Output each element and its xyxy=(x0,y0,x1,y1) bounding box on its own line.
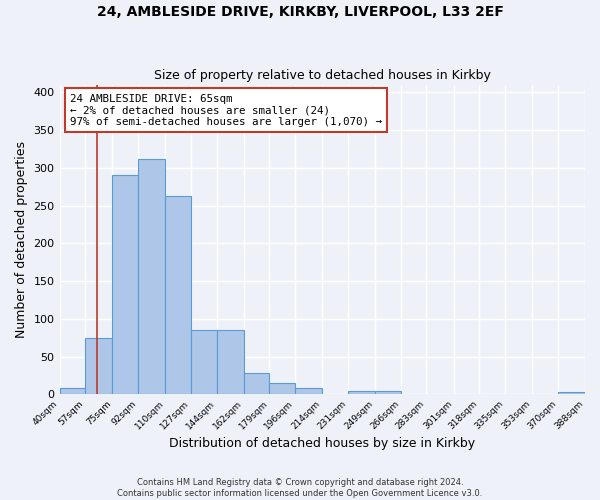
Bar xyxy=(558,392,585,394)
Text: 24, AMBLESIDE DRIVE, KIRKBY, LIVERPOOL, L33 2EF: 24, AMBLESIDE DRIVE, KIRKBY, LIVERPOOL, … xyxy=(97,5,503,19)
Bar xyxy=(165,196,191,394)
Bar xyxy=(244,374,269,394)
Bar xyxy=(348,390,375,394)
Bar xyxy=(375,390,401,394)
Bar xyxy=(138,160,165,394)
Text: Contains HM Land Registry data © Crown copyright and database right 2024.
Contai: Contains HM Land Registry data © Crown c… xyxy=(118,478,482,498)
Bar xyxy=(191,330,217,394)
Bar xyxy=(59,388,85,394)
X-axis label: Distribution of detached houses by size in Kirkby: Distribution of detached houses by size … xyxy=(169,437,475,450)
Text: 24 AMBLESIDE DRIVE: 65sqm
← 2% of detached houses are smaller (24)
97% of semi-d: 24 AMBLESIDE DRIVE: 65sqm ← 2% of detach… xyxy=(70,94,382,127)
Bar xyxy=(295,388,322,394)
Title: Size of property relative to detached houses in Kirkby: Size of property relative to detached ho… xyxy=(154,69,491,82)
Bar xyxy=(112,176,138,394)
Bar xyxy=(85,338,112,394)
Bar xyxy=(269,383,295,394)
Y-axis label: Number of detached properties: Number of detached properties xyxy=(15,141,28,338)
Bar xyxy=(217,330,244,394)
